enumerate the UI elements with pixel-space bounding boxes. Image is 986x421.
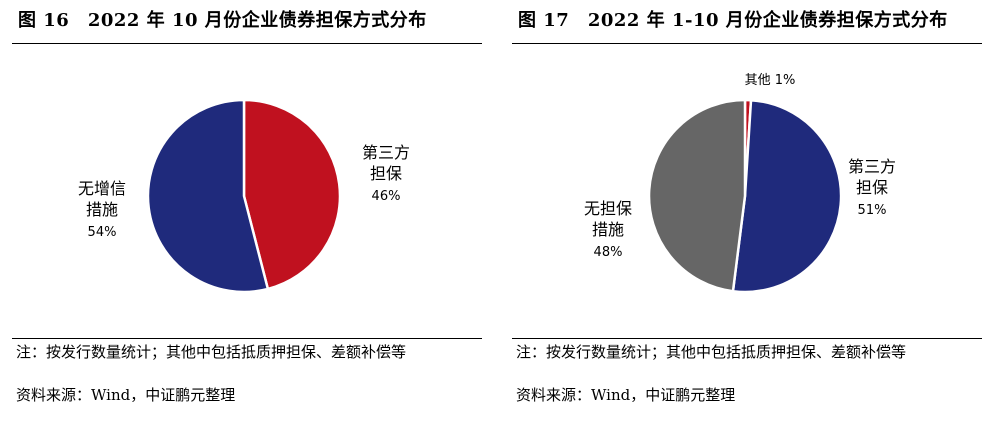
pie-slice: [731, 98, 843, 294]
slice-label: 无担保: [584, 199, 632, 218]
footer-divider: [12, 338, 482, 339]
slice-label: 担保: [370, 164, 402, 183]
figure-note: 注：按发行数量统计；其他中包括抵质押担保、差额补偿等: [16, 343, 407, 361]
slice-percent-label: 54%: [88, 225, 117, 240]
figure-source: 资料来源：Wind，中证鹏元整理: [16, 386, 236, 404]
slice-label: 措施: [592, 220, 624, 239]
title-divider: [12, 43, 482, 44]
slice-label: 其他 1%: [745, 73, 796, 88]
figure-source: 资料来源：Wind，中证鹏元整理: [516, 386, 736, 404]
footer-divider: [512, 338, 982, 339]
pie-slice: [242, 98, 342, 291]
figure-title: 图 17 2022 年 1-10 月份企业债券担保方式分布: [518, 10, 948, 31]
pie-slice: [146, 98, 270, 294]
slice-label: 措施: [86, 200, 118, 219]
chart-panel-right: 图 17 2022 年 1-10 月份企业债券担保方式分布 其他 1% 第三方担保…: [512, 0, 982, 421]
figure-title: 图 16 2022 年 10 月份企业债券担保方式分布: [18, 10, 427, 31]
figure-note: 注：按发行数量统计；其他中包括抵质押担保、差额补偿等: [516, 343, 907, 361]
slice-label: 第三方: [848, 157, 896, 176]
pie-slice: [647, 98, 747, 293]
slice-label: 无增信: [78, 179, 126, 198]
chart-panel-left: 图 16 2022 年 10 月份企业债券担保方式分布 第三方担保 46% 无增信措…: [12, 0, 482, 421]
slice-percent-label: 46%: [372, 189, 401, 204]
slice-label: 担保: [856, 178, 888, 197]
slice-percent-label: 48%: [594, 245, 623, 260]
title-divider: [512, 43, 982, 44]
slice-percent-label: 51%: [858, 203, 887, 218]
slice-label: 第三方: [362, 143, 410, 162]
